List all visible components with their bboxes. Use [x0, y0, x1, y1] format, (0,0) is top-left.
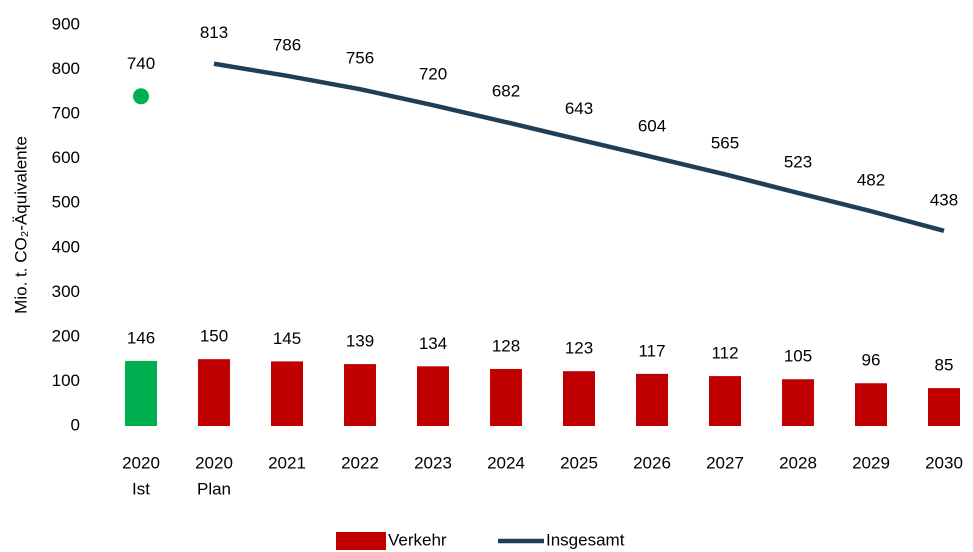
y-tick-label: 500	[52, 193, 80, 212]
x-tick-label: 2023	[414, 453, 452, 472]
x-tick-label: 2026	[633, 453, 671, 472]
y-tick-label: 300	[52, 282, 80, 301]
data-label: 786	[273, 35, 301, 54]
bar	[563, 371, 595, 426]
y-tick-label: 600	[52, 148, 80, 167]
x-tick-label: 2021	[268, 453, 306, 472]
legend-label: Insgesamt	[546, 530, 625, 549]
data-label: 105	[784, 347, 812, 366]
data-label: 682	[492, 82, 520, 101]
data-label: 643	[565, 99, 593, 118]
point	[133, 88, 149, 105]
x-tick-label: 2030	[925, 453, 963, 472]
bar	[490, 368, 522, 426]
x-tick-label: Ist	[132, 479, 150, 498]
data-label: 150	[200, 327, 228, 346]
data-label: 813	[200, 23, 228, 42]
bar	[417, 366, 449, 426]
data-label: 756	[346, 49, 374, 68]
x-tick-label: 2029	[852, 453, 890, 472]
x-tick-label: 2025	[560, 453, 598, 472]
x-tick-label: 2020	[122, 453, 160, 472]
x-tick-label: 2024	[487, 453, 525, 472]
bar	[709, 376, 741, 426]
x-tick-label: 2020	[195, 453, 233, 472]
bar	[855, 383, 887, 426]
x-tick-label: 2027	[706, 453, 744, 472]
data-label: 438	[930, 190, 958, 209]
bar	[125, 360, 157, 426]
y-tick-label: 800	[52, 59, 80, 78]
y-tick-label: 0	[71, 415, 80, 434]
data-label: 117	[638, 341, 665, 360]
data-label: 146	[127, 328, 155, 347]
data-label: 128	[492, 336, 520, 355]
bar	[636, 373, 668, 426]
data-label: 740	[127, 54, 155, 73]
y-tick-label: 200	[52, 326, 80, 345]
data-label: 523	[784, 152, 812, 171]
x-tick-label: 2028	[779, 453, 817, 472]
data-label: 145	[273, 329, 301, 348]
bar	[271, 361, 303, 426]
legend-swatch	[336, 532, 386, 550]
bar	[928, 388, 960, 426]
data-label: 482	[857, 171, 885, 190]
data-label: 134	[419, 334, 447, 353]
x-tick-label: Plan	[197, 479, 231, 498]
y-tick-label: 100	[52, 371, 80, 390]
bar	[198, 359, 230, 426]
x-tick-label: 2022	[341, 453, 379, 472]
y-tick-label: 700	[52, 104, 80, 123]
bar	[344, 364, 376, 426]
data-label: 139	[346, 332, 374, 351]
line	[213, 61, 945, 234]
data-label: 604	[638, 116, 666, 135]
legend-label: Verkehr	[388, 530, 447, 549]
data-label: 112	[711, 344, 738, 363]
y-axis-label: Mio. t. CO₂-Äquivalente	[11, 136, 30, 314]
data-label: 565	[711, 134, 739, 153]
data-label: 85	[935, 356, 954, 375]
bar	[782, 379, 814, 426]
y-tick-label: 400	[52, 237, 80, 256]
data-label: 720	[419, 65, 447, 84]
data-label: 123	[565, 339, 593, 358]
y-tick-label: 900	[52, 14, 80, 33]
data-label: 96	[862, 351, 881, 370]
